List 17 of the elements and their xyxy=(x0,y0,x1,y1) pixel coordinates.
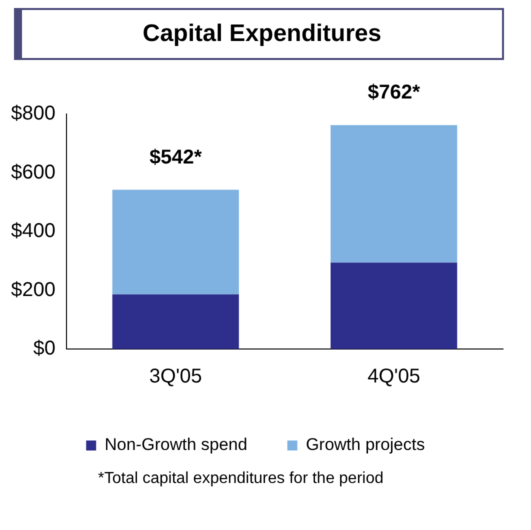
x-tick-label: 4Q'05 xyxy=(368,366,420,388)
total-label: $542* xyxy=(149,146,202,168)
y-tick-label: $0 xyxy=(33,338,56,360)
legend-label: Growth projects xyxy=(306,435,425,454)
total-label: $762* xyxy=(368,82,420,104)
y-tick-label: $200 xyxy=(10,278,56,301)
text: *Total capital expenditures for the period xyxy=(98,470,385,488)
y-tick-label: $600 xyxy=(10,161,56,184)
legend-label: Non-Growth spend xyxy=(104,435,248,454)
y-tick-label: $800 xyxy=(10,102,56,125)
bar xyxy=(330,262,458,349)
chart-title: Capital Expenditures xyxy=(14,8,504,60)
bar xyxy=(112,294,239,349)
x-tick-label: 3Q'05 xyxy=(149,366,202,388)
y-tick-label: $400 xyxy=(10,220,56,242)
bar xyxy=(330,125,458,263)
bar xyxy=(112,190,239,294)
